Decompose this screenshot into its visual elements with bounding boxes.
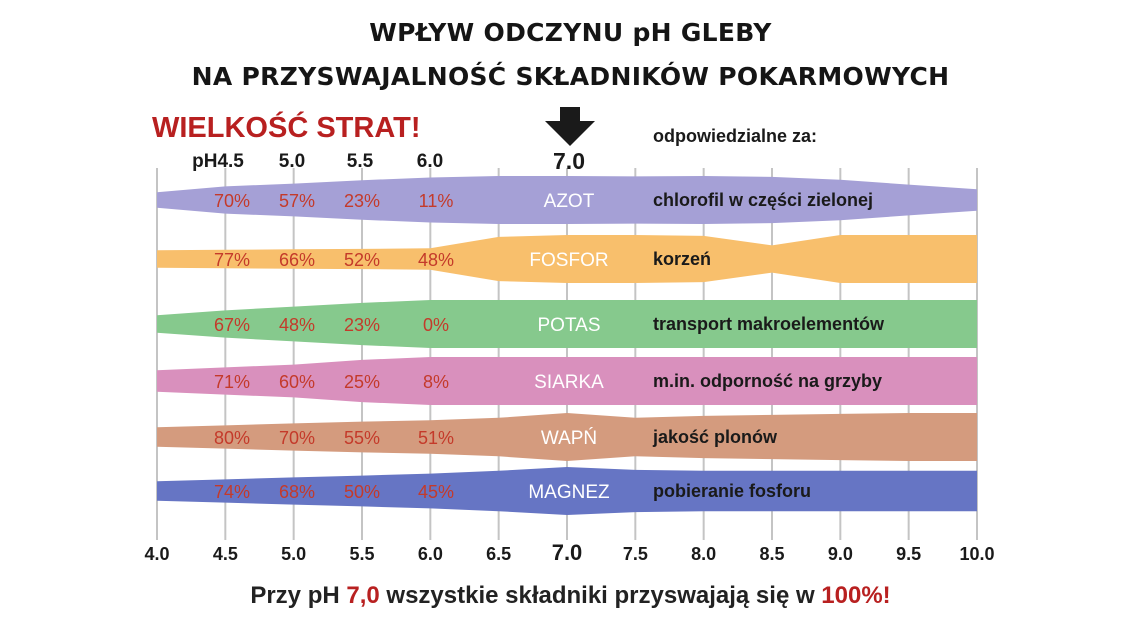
loss-fosfor-3: 48% <box>418 250 454 270</box>
loss-azot-1: 57% <box>279 191 315 211</box>
nutrient-label-magnez: MAGNEZ <box>528 482 610 503</box>
ph-column-label-2: 5.0 <box>278 151 306 172</box>
x-tick-label-4.0: 4.0 <box>144 544 169 564</box>
loss-magnez-2: 50% <box>344 482 380 502</box>
losses-heading: WIELKOŚĆ STRAT! <box>152 112 421 144</box>
loss-wapń-2: 55% <box>344 428 380 448</box>
loss-magnez-1: 68% <box>279 482 315 502</box>
loss-wapń-0: 80% <box>214 428 250 448</box>
x-tick-label-8.0: 8.0 <box>691 544 716 564</box>
loss-fosfor-2: 52% <box>344 250 380 270</box>
nutrient-label-wapń: WAPŃ <box>541 428 597 449</box>
function-label-siarka: m.in. odporność na grzyby <box>653 371 882 391</box>
responsible-heading: odpowiedzialne za: <box>653 126 818 146</box>
loss-wapń-3: 51% <box>418 428 454 448</box>
function-label-fosfor: korzeń <box>653 249 711 269</box>
band-azot <box>157 176 977 224</box>
function-label-wapń: jakość plonów <box>652 427 778 447</box>
x-tick-label-9.5: 9.5 <box>896 544 921 564</box>
x-tick-label-10.0: 10.0 <box>959 544 994 564</box>
nutrient-label-azot: AZOT <box>544 191 595 212</box>
band-fosfor <box>157 235 977 283</box>
footer-ph-value: 7,0 <box>346 582 380 609</box>
x-tick-label-8.5: 8.5 <box>759 544 784 564</box>
loss-azot-3: 11% <box>419 191 454 211</box>
x-tick-label-6.5: 6.5 <box>486 544 511 564</box>
ph-column-label-4: 6.0 <box>416 151 444 172</box>
loss-fosfor-1: 66% <box>279 250 315 270</box>
chart-title-line-2: NA PRZYSWAJALNOŚĆ SKŁADNIKÓW POKARMOWYCH <box>191 62 950 91</box>
loss-wapń-1: 70% <box>279 428 315 448</box>
function-label-azot: chlorofil w części zielonej <box>653 190 873 210</box>
nutrient-label-fosfor: FOSFOR <box>529 250 608 271</box>
arrow-down-icon <box>545 107 595 146</box>
band-siarka <box>157 357 977 405</box>
band-potas <box>157 300 977 348</box>
x-tick-label-4.5: 4.5 <box>213 544 238 564</box>
x-tick-label-7.0: 7.0 <box>552 540 583 565</box>
x-tick-label-6.0: 6.0 <box>418 544 443 564</box>
loss-potas-0: 67% <box>214 315 250 335</box>
footer-percent: 100%! <box>821 582 891 609</box>
loss-azot-0: 70% <box>214 191 250 211</box>
ph-column-label-1: pH4.5 <box>192 151 244 172</box>
loss-fosfor-0: 77% <box>214 250 250 270</box>
band-wapń <box>157 413 977 461</box>
function-label-magnez: pobieranie fosforu <box>653 481 811 501</box>
loss-azot-2: 23% <box>344 191 380 211</box>
band-magnez <box>157 467 977 515</box>
footer-note: Przy pH 7,0 wszystkie składniki przyswaj… <box>0 582 1141 610</box>
chart-title-line-1: WPŁYW ODCZYNU pH GLEBY <box>369 18 772 47</box>
x-tick-label-5.0: 5.0 <box>281 544 306 564</box>
x-tick-label-9.0: 9.0 <box>828 544 853 564</box>
nutrient-label-siarka: SIARKA <box>534 372 604 393</box>
x-tick-label-5.5: 5.5 <box>349 544 374 564</box>
loss-siarka-0: 71% <box>214 372 250 392</box>
footer-text-1: Przy pH <box>250 582 347 609</box>
loss-siarka-2: 25% <box>344 372 380 392</box>
loss-potas-3: 0% <box>423 315 449 335</box>
loss-potas-1: 48% <box>279 315 315 335</box>
nutrient-label-potas: POTAS <box>538 315 601 336</box>
optimal-ph-label: 7.0 <box>553 148 585 174</box>
footer-text-2: wszystkie składniki przyswajają się w <box>379 582 822 609</box>
loss-potas-2: 23% <box>344 315 380 335</box>
loss-siarka-3: 8% <box>423 372 449 392</box>
function-label-potas: transport makroelementów <box>653 314 885 334</box>
x-tick-label-7.5: 7.5 <box>623 544 648 564</box>
loss-magnez-0: 74% <box>214 482 250 502</box>
ph-column-label-3: 5.5 <box>346 151 374 172</box>
loss-siarka-1: 60% <box>279 372 315 392</box>
loss-magnez-3: 45% <box>418 482 454 502</box>
